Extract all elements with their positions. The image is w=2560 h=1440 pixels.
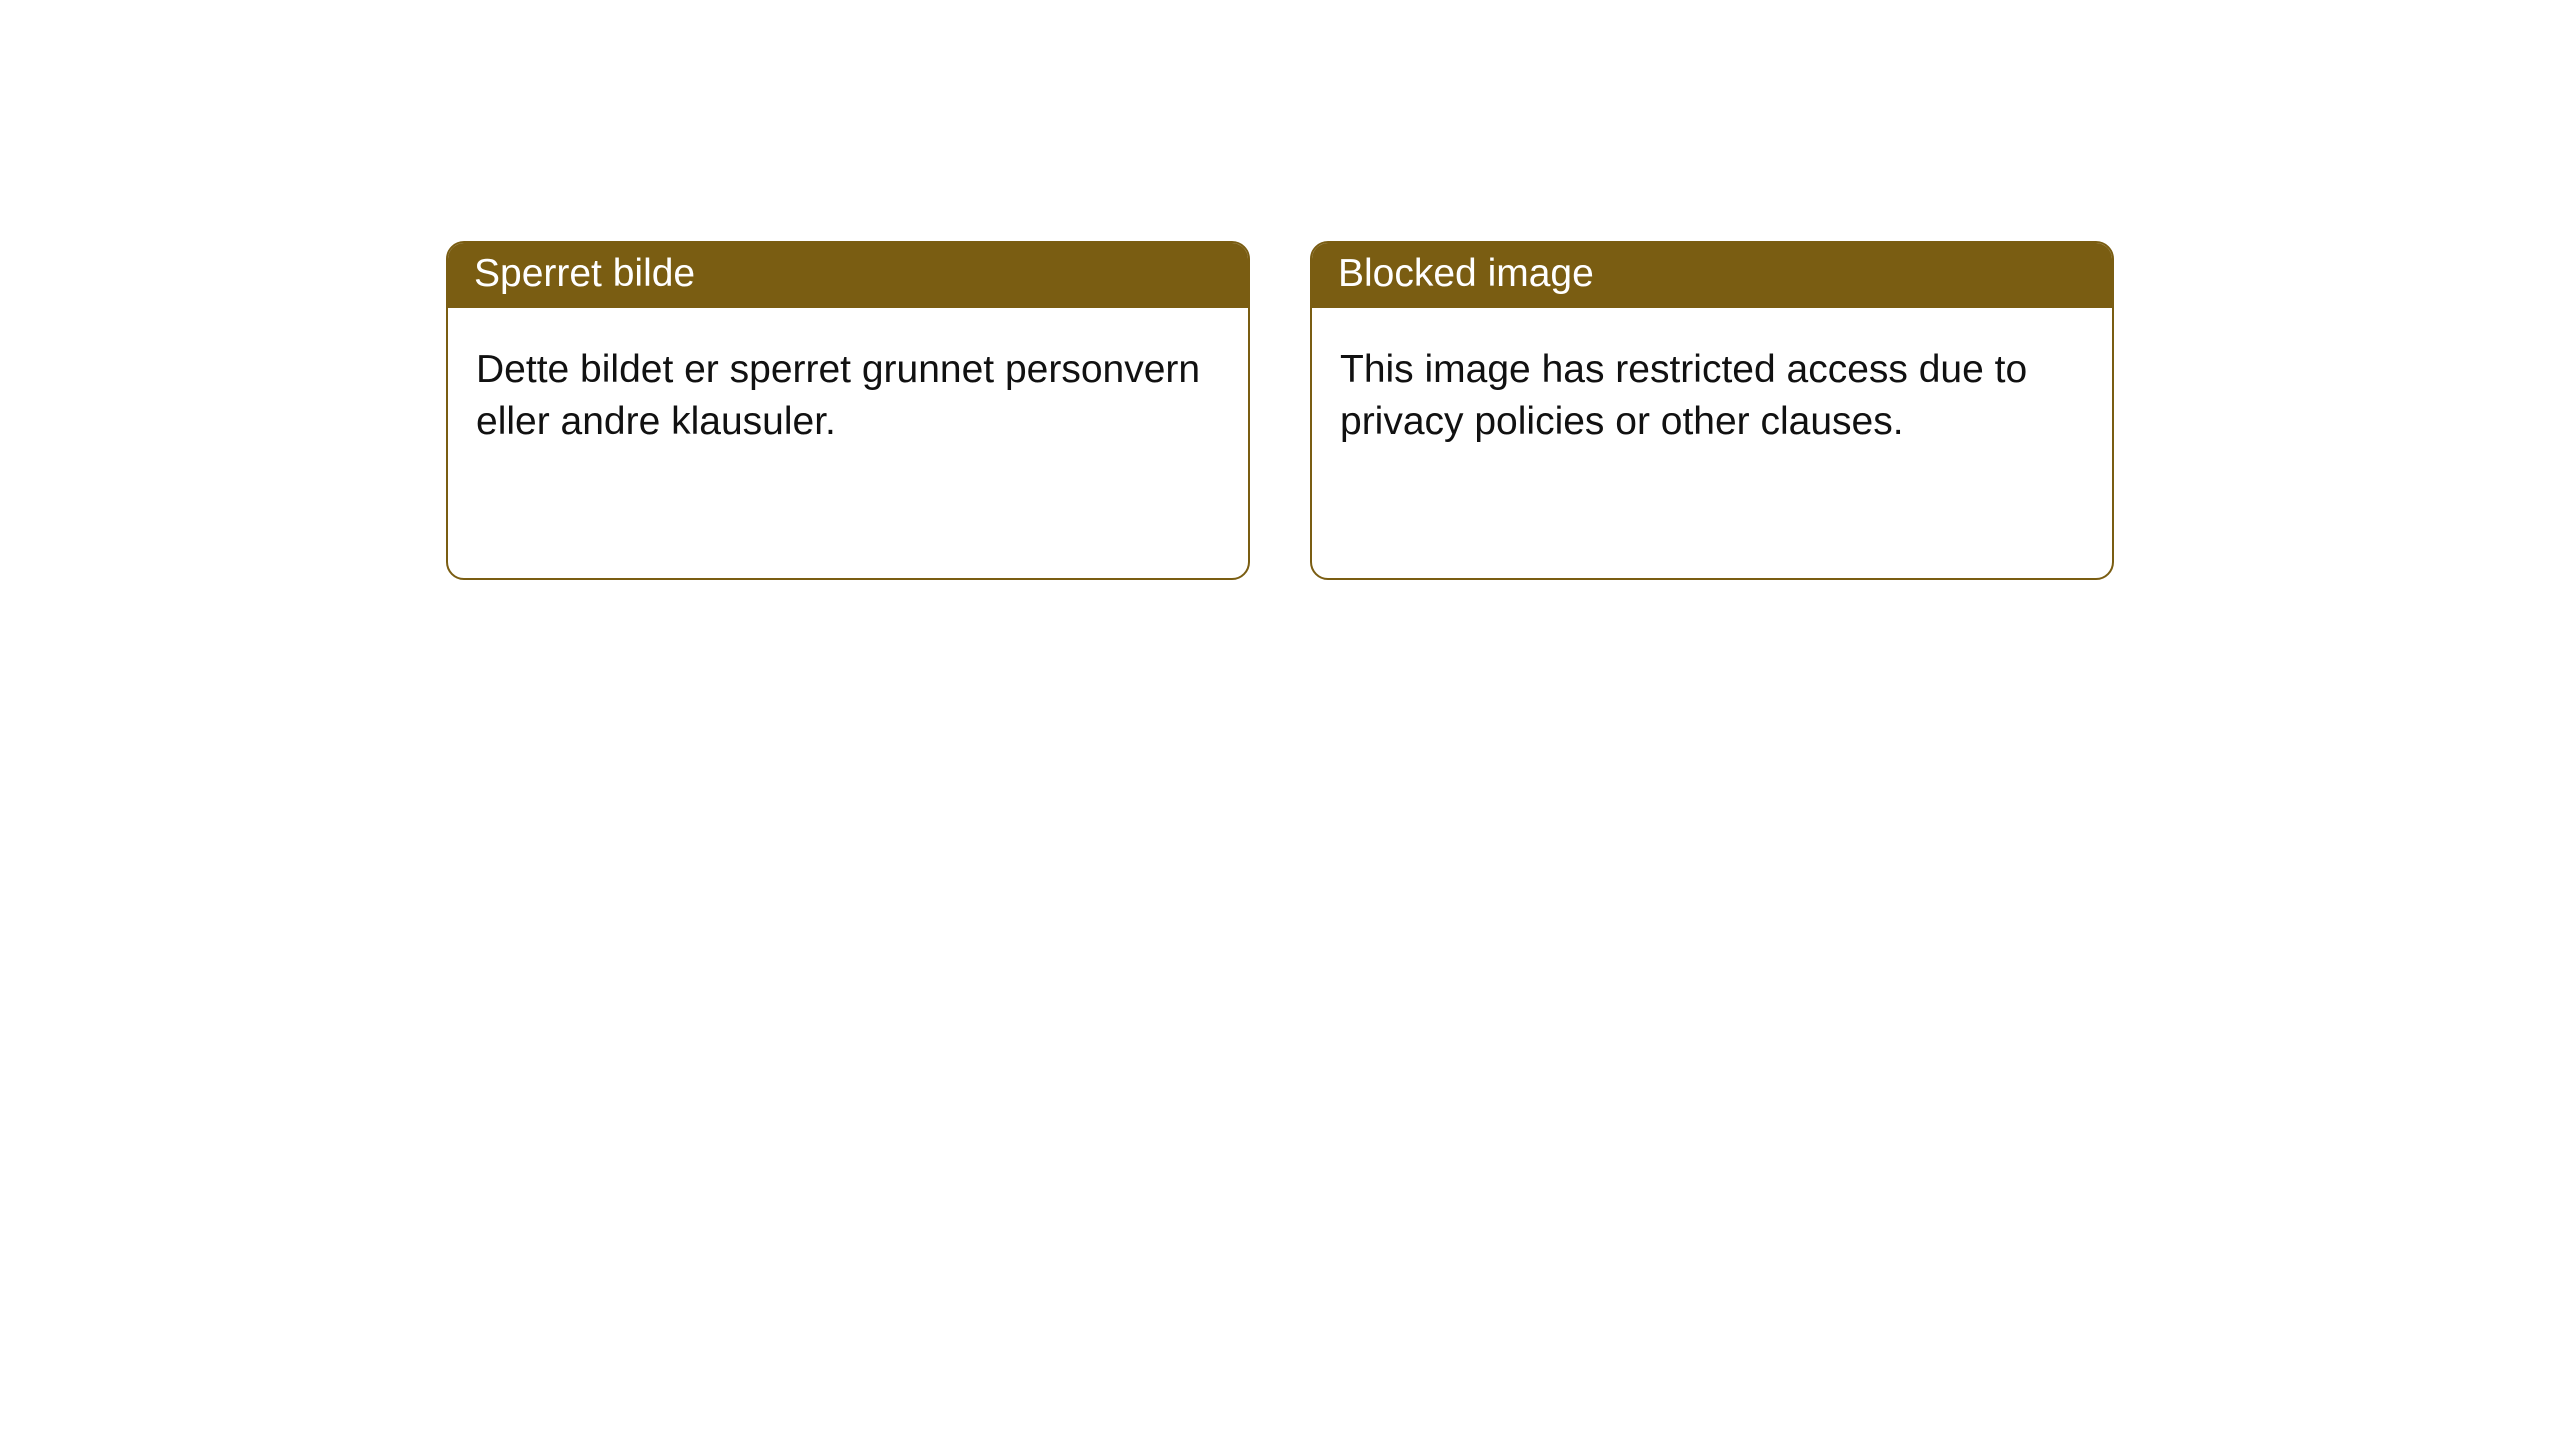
notice-container: Sperret bilde Dette bildet er sperret gr… bbox=[0, 0, 2560, 580]
notice-card-english: Blocked image This image has restricted … bbox=[1310, 241, 2114, 580]
notice-card-title: Sperret bilde bbox=[448, 243, 1248, 308]
notice-card-body: Dette bildet er sperret grunnet personve… bbox=[448, 308, 1248, 578]
notice-card-title: Blocked image bbox=[1312, 243, 2112, 308]
notice-card-body: This image has restricted access due to … bbox=[1312, 308, 2112, 578]
notice-card-norwegian: Sperret bilde Dette bildet er sperret gr… bbox=[446, 241, 1250, 580]
